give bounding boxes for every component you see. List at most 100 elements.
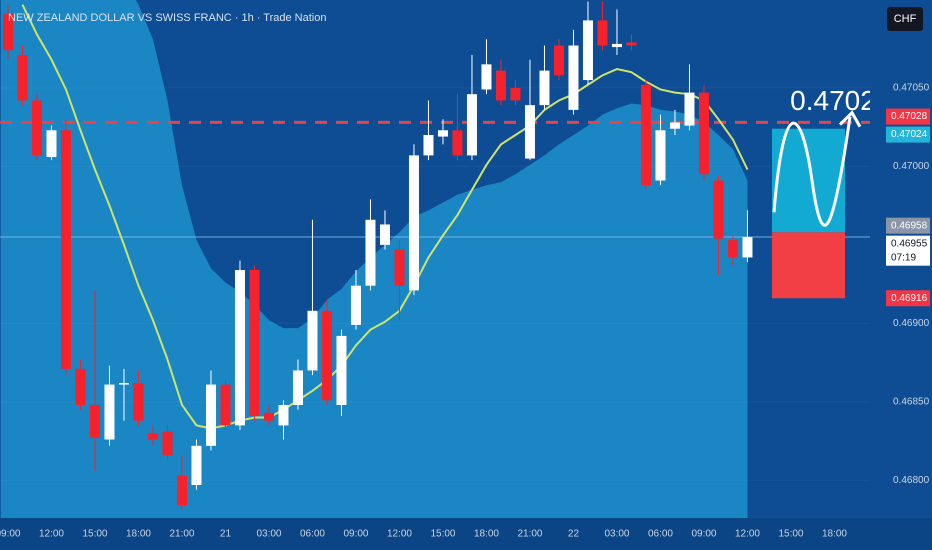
candle-body	[104, 384, 115, 440]
x-tick-label: 06:00	[648, 529, 673, 540]
price-label: 0.46916	[891, 293, 928, 304]
x-tick-label: 21:00	[169, 529, 194, 540]
price-label-box	[886, 217, 930, 234]
candle-body	[75, 368, 86, 405]
candle-body	[611, 43, 622, 48]
candle-body	[162, 431, 173, 456]
candle-body	[684, 92, 695, 126]
candle-body	[626, 42, 637, 46]
candle-body	[495, 70, 506, 101]
candle-body	[307, 310, 318, 371]
candle-body	[263, 412, 274, 421]
plot-area: 0.4702	[0, 0, 876, 518]
candle-body	[191, 445, 202, 486]
candle-body	[408, 155, 419, 291]
candle-body	[481, 64, 492, 90]
x-tick-label: 09:00	[0, 529, 21, 540]
candle-body	[437, 130, 448, 137]
price-label-box	[886, 290, 930, 307]
currency-button[interactable]	[887, 7, 923, 31]
candle-body	[60, 130, 71, 369]
candle-body	[698, 92, 709, 175]
candle-body	[379, 224, 390, 245]
candle-body	[46, 130, 57, 157]
x-tick-label: 06:00	[300, 529, 325, 540]
candle-body	[292, 370, 303, 405]
candle-body	[713, 180, 724, 239]
projection-down	[772, 232, 845, 299]
time-axis	[0, 518, 932, 550]
axes: 0.46800 0.46850 0.46900 0.47000 0.47050 09:00…	[0, 83, 930, 540]
price-label: 0.47024	[891, 129, 928, 140]
candle-body	[655, 130, 666, 181]
countdown: 07:19	[891, 252, 916, 263]
candle-body	[350, 285, 361, 325]
candle-body	[336, 335, 347, 405]
candle-body	[17, 54, 28, 101]
x-tick-label: 18:00	[822, 529, 847, 540]
x-tick-label: 15:00	[778, 529, 803, 540]
candle-body	[524, 105, 535, 159]
projection-arrow	[838, 110, 862, 128]
moving-average	[21, 4, 749, 430]
x-tick-label: 21:00	[517, 529, 542, 540]
x-tick-label: 18:00	[474, 529, 499, 540]
x-tick-label: 15:00	[82, 529, 107, 540]
chart-title: NEW ZEALAND DOLLAR VS SWISS FRANC · 1h ·…	[8, 12, 326, 24]
price-label: 0.46955	[891, 238, 928, 249]
candle-body	[220, 384, 231, 426]
x-tick-label: 03:00	[604, 529, 629, 540]
currency-button-label[interactable]: CHF	[894, 13, 917, 25]
y-tick-label: 0.47000	[893, 161, 930, 172]
price-label-box	[886, 235, 930, 266]
x-tick-label: 09:00	[343, 529, 368, 540]
projection-wave	[772, 116, 852, 227]
price-label-box	[886, 108, 930, 125]
candle-body	[582, 20, 593, 81]
candle-body	[278, 404, 289, 426]
candle-body	[321, 310, 332, 401]
x-tick-label: 12:00	[39, 529, 64, 540]
candle-body	[234, 269, 245, 426]
x-tick-label: 03:00	[256, 529, 281, 540]
price-label: 0.47028	[891, 111, 928, 122]
candle-body	[118, 383, 129, 385]
candle-body	[205, 384, 216, 446]
y-tick-label: 0.47050	[893, 83, 930, 94]
y-tick-label: 0.46850	[893, 396, 930, 407]
candle-body	[89, 404, 100, 438]
x-tick-label: 22	[568, 529, 580, 540]
x-tick-label: 12:00	[387, 529, 412, 540]
candle-body	[147, 433, 158, 440]
candle-body	[597, 20, 608, 46]
candle-body	[669, 122, 680, 129]
candle-body	[568, 45, 579, 110]
candle-body	[553, 45, 564, 76]
x-tick-label: 18:00	[126, 529, 151, 540]
y-tick-label: 0.46900	[893, 318, 930, 329]
candle-body	[640, 84, 651, 186]
candle-body	[176, 475, 187, 506]
price-label-box	[886, 126, 930, 143]
candle-body	[394, 249, 405, 286]
candle-body	[423, 134, 434, 156]
y-tick-label: 0.46800	[893, 475, 930, 486]
candle-body	[452, 130, 463, 156]
x-tick-label: 12:00	[735, 529, 760, 540]
x-tick-label: 21	[220, 529, 232, 540]
x-tick-label: 15:00	[430, 529, 455, 540]
candle-body	[539, 70, 550, 106]
candle-body	[466, 94, 477, 156]
candle-body	[365, 219, 376, 286]
price-label: 0.46958	[891, 220, 928, 231]
candle-body	[727, 240, 738, 258]
candle-body	[510, 87, 521, 101]
candle-body	[31, 100, 42, 156]
candle-body	[249, 269, 260, 416]
x-tick-label: 09:00	[691, 529, 716, 540]
candle-body	[2, 14, 13, 51]
projection-annotation: 0.4702	[790, 85, 876, 116]
candle-body	[742, 237, 753, 258]
candle-body	[133, 383, 144, 421]
